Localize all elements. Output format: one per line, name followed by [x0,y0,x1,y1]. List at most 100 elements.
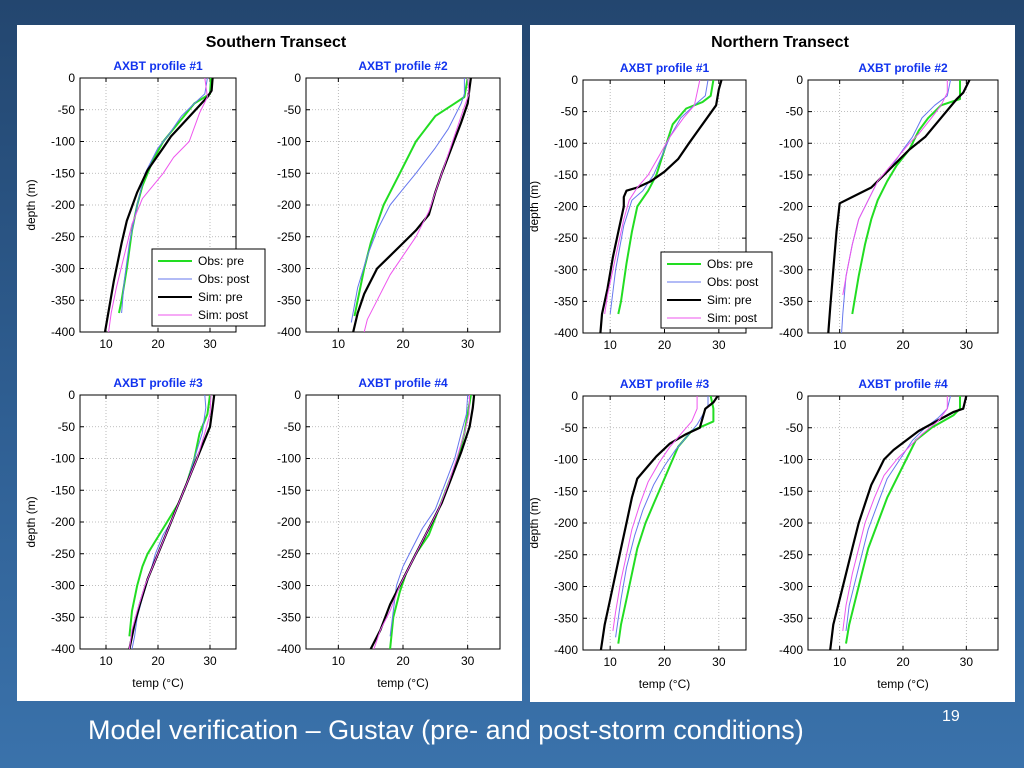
y-tick-label: -100 [779,136,803,150]
y-tick-label: -50 [561,105,579,119]
x-tick-label: 20 [151,337,165,351]
y-tick-label: -400 [51,325,75,339]
x-tick-label: 10 [99,654,113,668]
x-tick-label: 10 [603,655,617,669]
y-tick-label: -100 [277,452,301,466]
series-line-sim-post [842,80,948,296]
legend: Obs: pre Obs: post Sim: pre Sim: post [660,251,773,329]
y-tick-label: -250 [277,230,301,244]
slide-number: 19 [942,708,960,725]
subplot-axbt-profile-4: AXBT profile #4 0 -50 -100 -150 -200 -250 -300 -… [779,377,999,691]
legend-entry: Obs: pre [707,257,753,271]
y-tick-label: -400 [554,643,578,657]
x-tick-label: 10 [99,337,113,351]
y-tick-label: -200 [51,198,75,212]
y-tick-label: -350 [779,294,803,308]
series-line-sim-pre [128,395,216,649]
x-tick-label: 10 [833,338,847,352]
legend-entry: Sim: pre [198,290,243,304]
y-tick-label: -300 [51,262,75,276]
y-tick-label: -300 [779,263,803,277]
slide-title: Model verification – Gustav (pre- and po… [88,715,804,745]
subplot-title: AXBT profile #3 [113,376,203,390]
y-tick-label: -50 [561,421,579,435]
y-tick-label: -400 [51,642,75,656]
series-line-sim-pre [599,396,719,650]
subplot-axbt-profile-3: AXBT profile #3 0 -50 -100 -150 -200 -250 -300 -… [530,377,747,691]
y-tick-label: -250 [51,230,75,244]
subplot-title: AXBT profile #2 [858,61,948,75]
y-tick-label: -300 [779,580,803,594]
y-tick-label: -350 [554,294,578,308]
y-axis-label: depth (m) [530,181,541,232]
subplot-axbt-profile-4: AXBT profile #4 0 -50 -100 -150 -200 -250 -300 -… [277,376,501,690]
y-tick-label: -350 [554,611,578,625]
y-tick-label: -250 [554,548,578,562]
x-tick-label: 10 [833,655,847,669]
x-tick-label: 20 [151,654,165,668]
y-tick-label: -250 [554,231,578,245]
y-tick-label: 0 [68,388,75,402]
y-tick-label: -50 [284,420,302,434]
series-line-sim-post [842,396,948,632]
y-tick-label: -400 [277,325,301,339]
legend-entry: Sim: post [707,311,758,325]
y-tick-label: -400 [779,643,803,657]
y-tick-label: -150 [779,168,803,182]
y-tick-label: -350 [51,293,75,307]
x-tick-label: 30 [203,337,217,351]
x-tick-label: 30 [712,655,726,669]
northern-transect-panel: Northern Transect AXBT profile #1 0 -50 -100… [530,25,1015,702]
y-tick-label: -250 [277,547,301,561]
subplot-axbt-profile-1: AXBT profile #1 0 -50 -100 -150 -200 -250 -300 -… [24,59,237,351]
legend: Obs: pre Obs: post Sim: pre Sim: post [151,248,266,327]
y-tick-label: -350 [51,610,75,624]
y-tick-label: 0 [571,389,578,403]
y-tick-label: -200 [779,516,803,530]
y-tick-label: -400 [277,642,301,656]
series-line-obs-pre [617,396,715,644]
y-tick-label: -250 [51,547,75,561]
y-axis-label: depth (m) [24,179,38,230]
series-line-sim-pre [352,78,472,332]
y-tick-label: 0 [294,388,301,402]
y-tick-label: -150 [51,166,75,180]
y-tick-label: 0 [796,73,803,87]
legend-entry: Sim: pre [707,293,752,307]
series-line-obs-pre [617,80,715,315]
y-tick-label: -100 [554,136,578,150]
y-tick-label: -50 [58,420,76,434]
y-tick-label: -300 [277,579,301,593]
legend-entry: Obs: post [198,272,250,286]
y-tick-label: -350 [779,611,803,625]
y-tick-label: -100 [51,452,75,466]
x-axis-label: temp (°C) [132,676,183,690]
x-tick-label: 30 [960,338,974,352]
y-tick-label: -200 [51,515,75,529]
subplot-title: AXBT profile #2 [358,59,448,73]
x-tick-label: 20 [396,654,410,668]
series-line-sim-post [373,395,471,649]
x-tick-label: 30 [461,337,475,351]
x-tick-label: 10 [603,338,617,352]
series-line-obs-pre [845,396,961,644]
legend-entry: Sim: post [198,308,249,322]
y-tick-label: -150 [779,484,803,498]
y-axis-label: depth (m) [530,497,541,548]
series-line-obs-post [845,396,951,632]
series-line-obs-post [615,396,709,638]
subplot-axbt-profile-2: AXBT profile #2 0 -50 -100 -150 -200 -250 -300 -… [277,59,501,351]
x-tick-label: 10 [332,654,346,668]
subplot-axbt-profile-3: AXBT profile #3 0 -50 -100 -150 -200 -250 -300 -… [24,376,237,690]
x-tick-label: 30 [960,655,974,669]
southern-transect-panel: Southern Transect AXBT profile #1 0 -50 -100… [17,25,522,701]
legend-entry: Obs: post [707,275,759,289]
y-axis-label: depth (m) [24,496,38,547]
x-tick-label: 10 [332,337,346,351]
x-axis-label: temp (°C) [639,677,690,691]
y-tick-label: -350 [277,610,301,624]
y-tick-label: -300 [554,263,578,277]
y-tick-label: -200 [277,198,301,212]
